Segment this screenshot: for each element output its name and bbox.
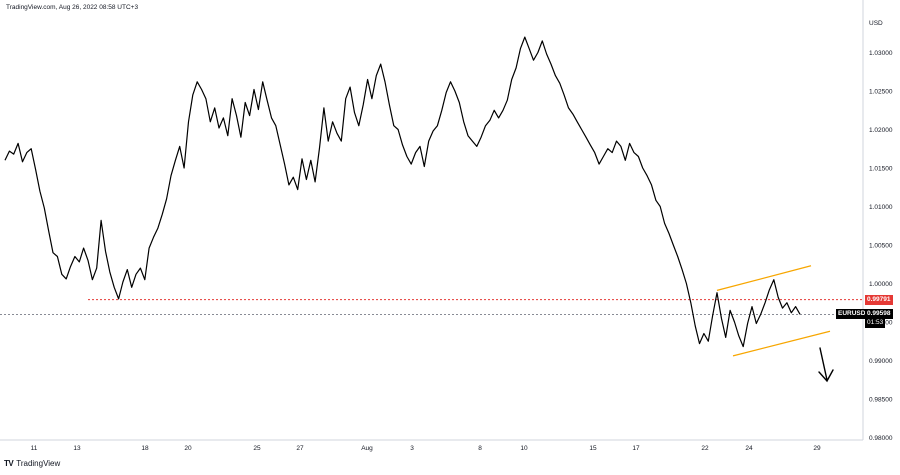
tradingview-logo: TV TradingView [4,459,60,468]
time-tick-label: 17 [632,445,640,452]
price-tick-label: 1.01500 [869,166,893,173]
time-tick-label: 29 [813,445,821,452]
channel-upper-line [716,265,812,292]
time-tick-label: 10 [520,445,528,452]
time-tick-label: 8 [478,445,482,452]
price-line [4,36,801,348]
price-tick-label: 0.98500 [869,397,893,404]
resistance-price-tag: 0.99791 [865,294,893,305]
time-tick-label: 3 [410,445,414,452]
time-tick-label: 27 [296,445,304,452]
price-tick-label: 1.02000 [869,127,893,134]
time-tick-label: 25 [253,445,261,452]
time-tick-label: Aug [361,445,373,452]
time-tick-label: 13 [73,445,81,452]
last-price-tag: 0.99598 [865,309,893,320]
symbol-tag: EURUSD [836,309,868,320]
tv-logo-text: TradingView [16,459,61,468]
countdown-tag: 01:53 [865,318,886,329]
chart-watermark: TradingView.com, Aug 26, 2022 08:58 UTC+… [6,4,139,11]
tv-logo-icon: TV [4,459,14,468]
plot-area[interactable] [0,36,863,383]
price-tick-label: 1.03000 [869,50,893,57]
currency-label: USD [869,20,883,27]
time-tick-label: 20 [184,445,192,452]
price-tick-label: 1.00500 [869,243,893,250]
time-tick-label: 18 [141,445,149,452]
price-tick-label: 1.02500 [869,89,893,96]
price-tick-label: 1.00000 [869,281,893,288]
time-tick-label: 15 [589,445,597,452]
price-tick-label: 1.01000 [869,204,893,211]
time-tick-label: 11 [31,445,38,452]
down-arrow-icon [818,347,834,383]
time-axis[interactable]: 11 13 18 20 25 27 Aug 3 8 10 15 17 22 24 29 [31,445,821,452]
time-tick-label: 24 [745,445,753,452]
price-tick-label: 0.98000 [869,435,893,442]
channel-lower-line [732,330,831,357]
price-tick-label: 0.99000 [869,358,893,365]
time-tick-label: 22 [701,445,709,452]
price-axis[interactable]: 1.03000 1.02500 1.02000 1.01500 1.01000 1.005… [869,50,893,442]
